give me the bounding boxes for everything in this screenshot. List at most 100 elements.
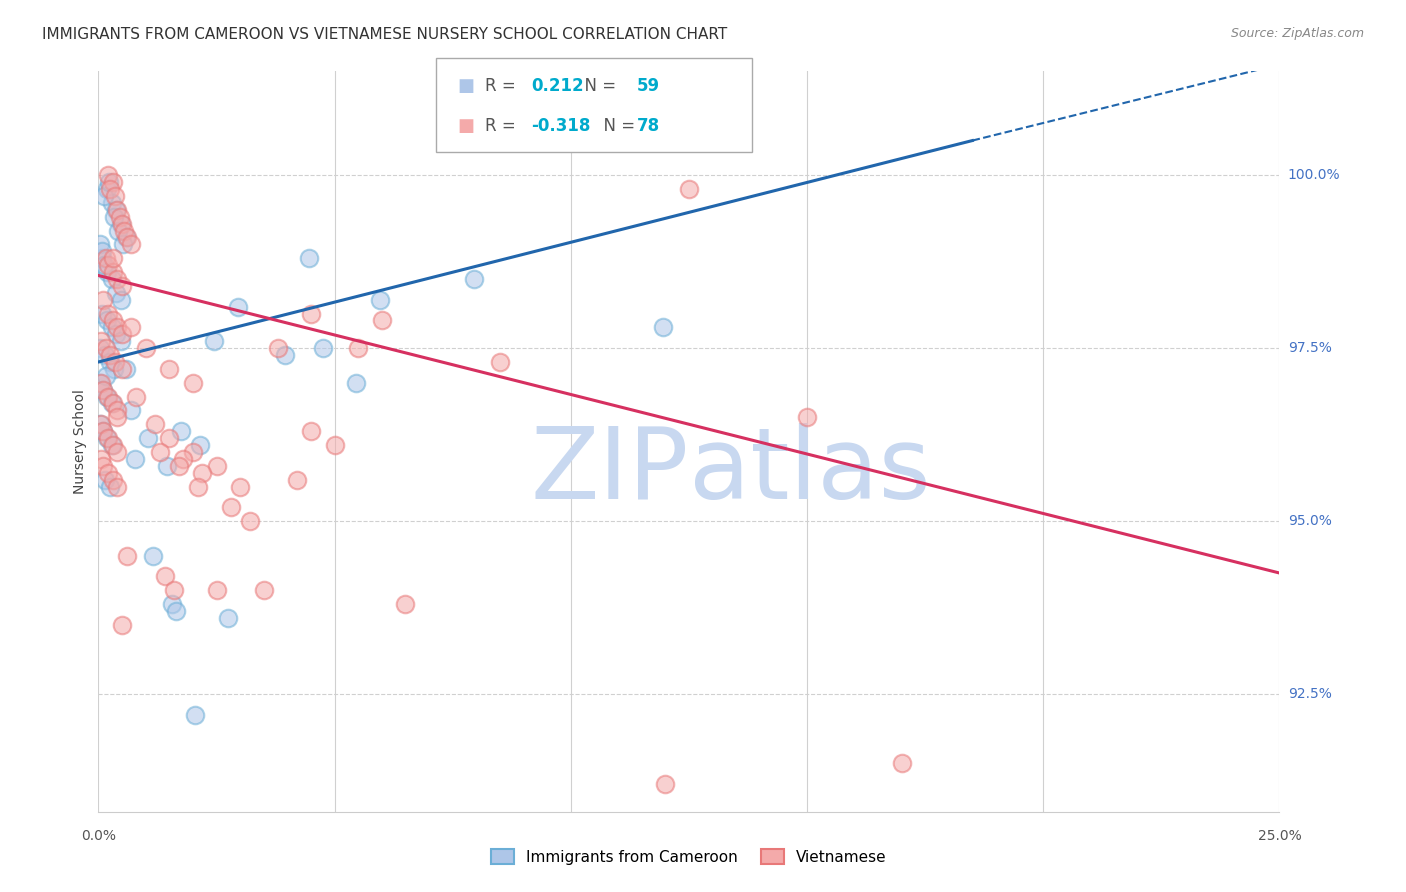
Point	[111, 327, 134, 342]
Point	[121, 320, 143, 334]
Point	[101, 396, 124, 410]
Point	[153, 569, 176, 583]
Point	[90, 334, 112, 349]
Point	[205, 458, 228, 473]
Y-axis label: Nursery School: Nursery School	[73, 389, 87, 494]
Point	[226, 300, 249, 314]
Point	[89, 376, 111, 390]
Point	[111, 362, 134, 376]
Point	[298, 251, 321, 265]
Point	[111, 217, 134, 231]
Point	[187, 479, 209, 493]
Point	[97, 168, 120, 182]
Point	[160, 597, 183, 611]
Point	[344, 376, 367, 390]
Text: ■: ■	[457, 117, 474, 135]
Text: ■: ■	[457, 78, 474, 95]
Point	[101, 265, 124, 279]
Point	[157, 362, 180, 376]
Point	[107, 223, 129, 237]
Point	[96, 368, 118, 383]
Point	[105, 320, 128, 334]
Point	[101, 396, 124, 410]
Point	[104, 355, 127, 369]
Point	[105, 202, 128, 217]
Text: -0.318: -0.318	[531, 117, 591, 135]
Point	[111, 278, 134, 293]
Point	[181, 445, 204, 459]
Point	[89, 237, 111, 252]
Point	[170, 424, 193, 438]
Point	[184, 707, 207, 722]
Point	[98, 355, 121, 369]
Point	[101, 175, 124, 189]
Point	[90, 376, 112, 390]
Text: N =: N =	[574, 78, 621, 95]
Text: Source: ZipAtlas.com: Source: ZipAtlas.com	[1230, 27, 1364, 40]
Point	[89, 341, 111, 355]
Point	[91, 424, 114, 438]
Legend: Immigrants from Cameroon, Vietnamese: Immigrants from Cameroon, Vietnamese	[485, 843, 893, 871]
Point	[181, 376, 204, 390]
Text: 59: 59	[637, 78, 659, 95]
Point	[97, 258, 120, 272]
Point	[111, 237, 134, 252]
Point	[172, 451, 194, 466]
Point	[91, 306, 114, 320]
Point	[167, 458, 190, 473]
Point	[205, 583, 228, 598]
Point	[143, 417, 166, 432]
Point	[108, 210, 131, 224]
Text: R =: R =	[485, 117, 522, 135]
Text: ZIP: ZIP	[530, 423, 689, 520]
Point	[285, 473, 308, 487]
Point	[394, 597, 416, 611]
Point	[90, 451, 112, 466]
Point	[489, 355, 512, 369]
Point	[267, 341, 290, 355]
Point	[274, 348, 297, 362]
Point	[105, 479, 128, 493]
Point	[97, 390, 120, 404]
Point	[100, 320, 122, 334]
Point	[796, 410, 818, 425]
Point	[114, 362, 136, 376]
Point	[652, 320, 675, 334]
Text: 25.0%: 25.0%	[1257, 829, 1302, 843]
Text: 0.212: 0.212	[531, 78, 583, 95]
Point	[120, 403, 142, 417]
Point	[678, 182, 700, 196]
Point	[125, 390, 148, 404]
Point	[347, 341, 370, 355]
Point	[105, 403, 128, 417]
Point	[101, 473, 124, 487]
Point	[111, 618, 134, 632]
Point	[149, 445, 172, 459]
Point	[105, 410, 128, 425]
Point	[94, 251, 117, 265]
Point	[93, 258, 115, 272]
Point	[98, 479, 121, 493]
Point	[105, 202, 128, 217]
Point	[368, 293, 391, 307]
Point	[219, 500, 242, 515]
Point	[97, 175, 120, 189]
Text: 78: 78	[637, 117, 659, 135]
Point	[91, 424, 114, 438]
Point	[239, 514, 262, 528]
Point	[114, 230, 136, 244]
Point	[96, 313, 118, 327]
Point	[101, 438, 124, 452]
Point	[97, 306, 120, 320]
Point	[89, 417, 111, 432]
Point	[115, 549, 138, 563]
Point	[97, 466, 120, 480]
Point	[299, 424, 322, 438]
Point	[98, 182, 121, 196]
Text: 92.5%: 92.5%	[1288, 687, 1331, 701]
Point	[91, 458, 114, 473]
Point	[135, 341, 157, 355]
Point	[110, 293, 132, 307]
Point	[93, 189, 115, 203]
Point	[103, 210, 125, 224]
